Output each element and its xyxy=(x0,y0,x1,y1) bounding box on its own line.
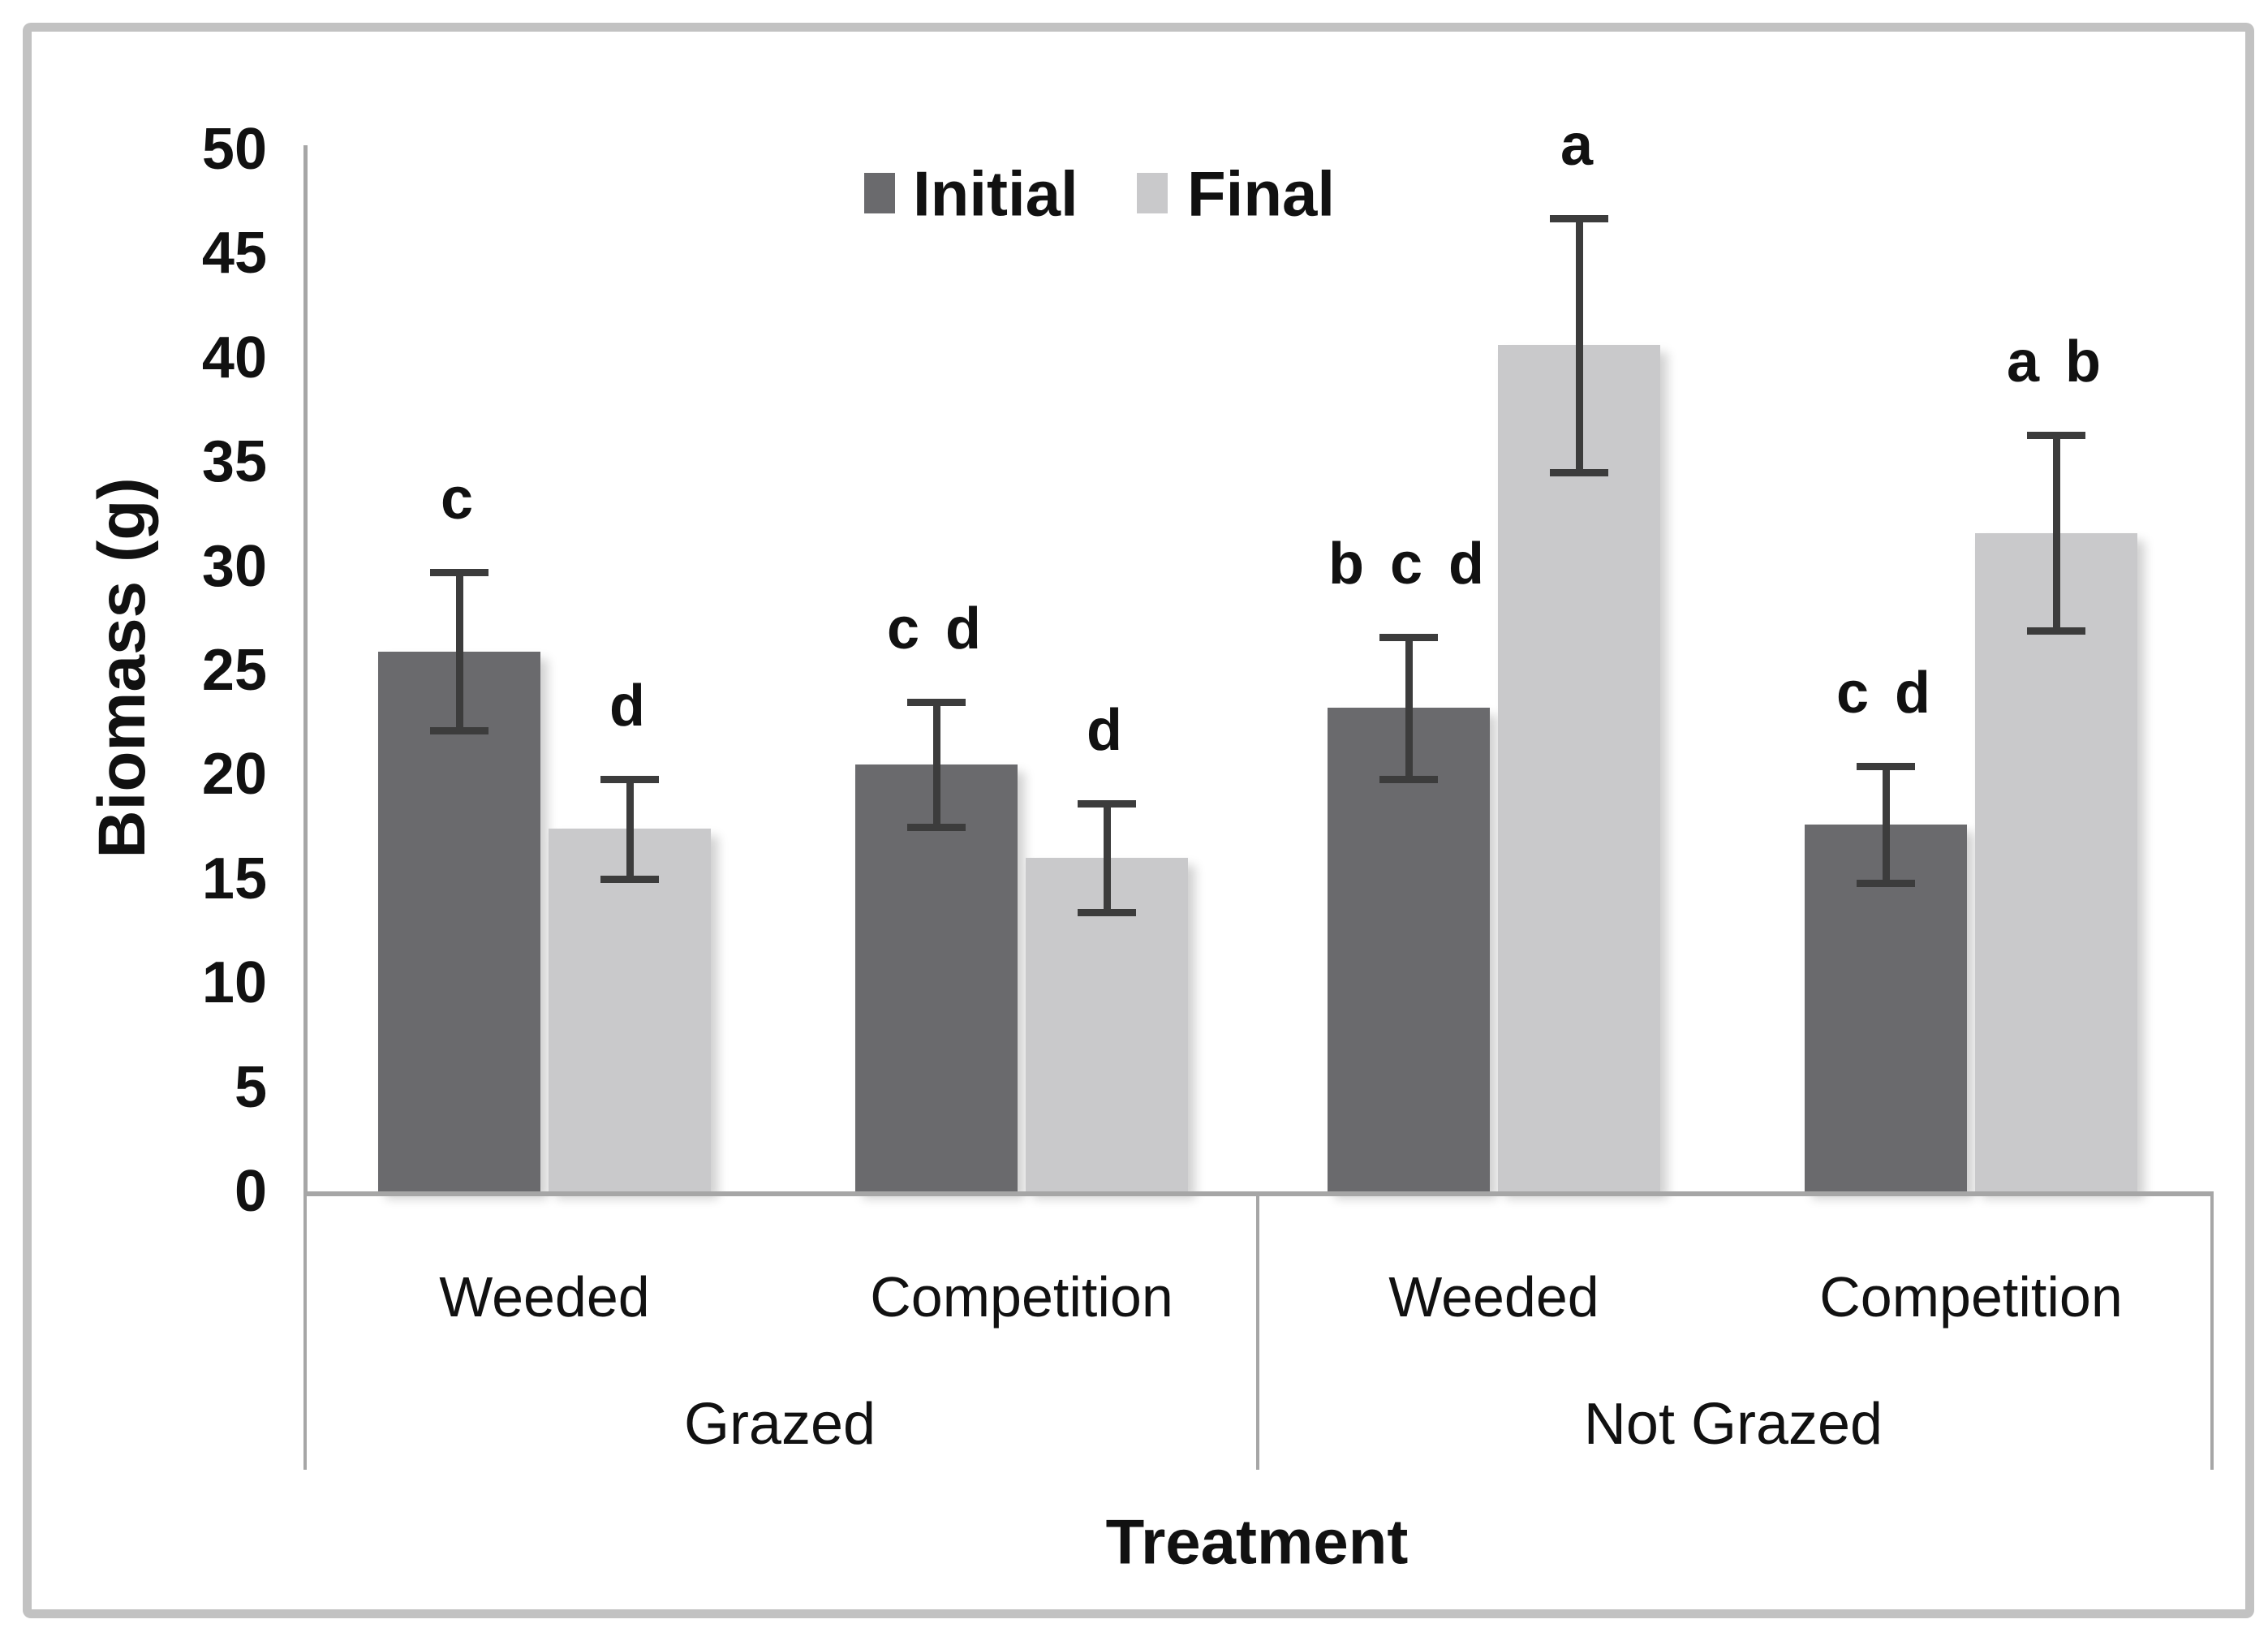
significance-letters: c xyxy=(440,467,479,532)
y-tick-label: 20 xyxy=(201,742,267,808)
category-divider-line xyxy=(2210,1191,2214,1470)
figure-border: 0 5 10 15 20 25 30 35 40 45 50 c c d b c d c d d d a a b We… xyxy=(23,23,2254,1618)
error-bar-line xyxy=(626,778,634,879)
bar-final-0 xyxy=(549,829,711,1191)
y-tick-label: 50 xyxy=(201,117,267,182)
significance-letters: c d xyxy=(886,596,987,661)
y-axis-line xyxy=(303,145,308,1195)
x-axis-title: Treatment xyxy=(1105,1505,1409,1578)
error-bar-line xyxy=(455,572,463,731)
bar-initial-2 xyxy=(1328,708,1490,1191)
bar-initial-0 xyxy=(378,651,540,1191)
bar-final-2 xyxy=(1498,345,1660,1191)
error-bar-line xyxy=(1103,803,1111,912)
error-bar-cap-top xyxy=(430,569,488,577)
y-tick-label: 40 xyxy=(201,325,267,390)
significance-letters: b c d xyxy=(1328,532,1490,597)
error-bar-line xyxy=(2052,434,2060,631)
error-bar-cap-bottom xyxy=(1379,775,1438,783)
error-bar-cap-bottom xyxy=(1550,469,1608,477)
y-tick-label: 45 xyxy=(201,221,267,286)
error-bar-line xyxy=(1575,217,1583,473)
group-label: Not Grazed xyxy=(1583,1392,1883,1457)
category-divider-line xyxy=(303,1191,307,1470)
y-tick-label: 25 xyxy=(201,638,267,703)
significance-letters: d xyxy=(1087,698,1127,764)
error-bar-cap-top xyxy=(600,775,659,783)
error-bar-cap-top xyxy=(2027,431,2085,439)
error-bar-cap-bottom xyxy=(907,823,966,831)
y-tick-label: 15 xyxy=(201,846,267,911)
legend-swatch-final xyxy=(1137,173,1168,213)
error-bar-cap-bottom xyxy=(2027,627,2085,635)
significance-letters: c d xyxy=(1835,661,1936,726)
error-bar-cap-top xyxy=(907,698,966,706)
error-bar-line xyxy=(1405,636,1413,779)
error-bar-cap-top xyxy=(1078,800,1136,808)
legend-label-initial: Initial xyxy=(913,157,1078,230)
significance-letters: d xyxy=(609,673,650,739)
error-bar-cap-bottom xyxy=(600,875,659,883)
category-label: Weeded xyxy=(1388,1265,1599,1329)
legend-swatch-initial xyxy=(864,173,895,213)
y-axis-title: Biomass (g) xyxy=(85,477,159,859)
category-label: Competition xyxy=(870,1265,1173,1329)
error-bar-line xyxy=(1882,766,1890,883)
significance-letters: a xyxy=(1560,112,1599,178)
error-bar-cap-bottom xyxy=(1857,879,1915,887)
legend-label-final: Final xyxy=(1187,157,1336,230)
y-tick-label: 35 xyxy=(201,429,267,495)
y-tick-label: 5 xyxy=(234,1054,267,1120)
y-tick-label: 0 xyxy=(234,1159,267,1224)
category-divider-line xyxy=(1256,1191,1259,1470)
bar-final-3 xyxy=(1975,532,2137,1191)
error-bar-line xyxy=(932,701,940,827)
error-bar-cap-top xyxy=(1550,214,1608,222)
plot-area: 0 5 10 15 20 25 30 35 40 45 50 c c d b c d c d d d a a b We… xyxy=(9,9,2268,1628)
y-tick-label: 10 xyxy=(201,950,267,1016)
error-bar-cap-bottom xyxy=(430,727,488,735)
error-bar-cap-top xyxy=(1857,763,1915,771)
bar-initial-1 xyxy=(855,764,1018,1191)
category-label: Competition xyxy=(1819,1265,2123,1329)
group-label: Grazed xyxy=(683,1392,876,1457)
error-bar-cap-bottom xyxy=(1078,908,1136,916)
error-bar-cap-top xyxy=(1379,633,1438,641)
y-tick-label: 30 xyxy=(201,533,267,599)
category-label: Weeded xyxy=(439,1265,650,1329)
significance-letters: a b xyxy=(2006,329,2107,394)
